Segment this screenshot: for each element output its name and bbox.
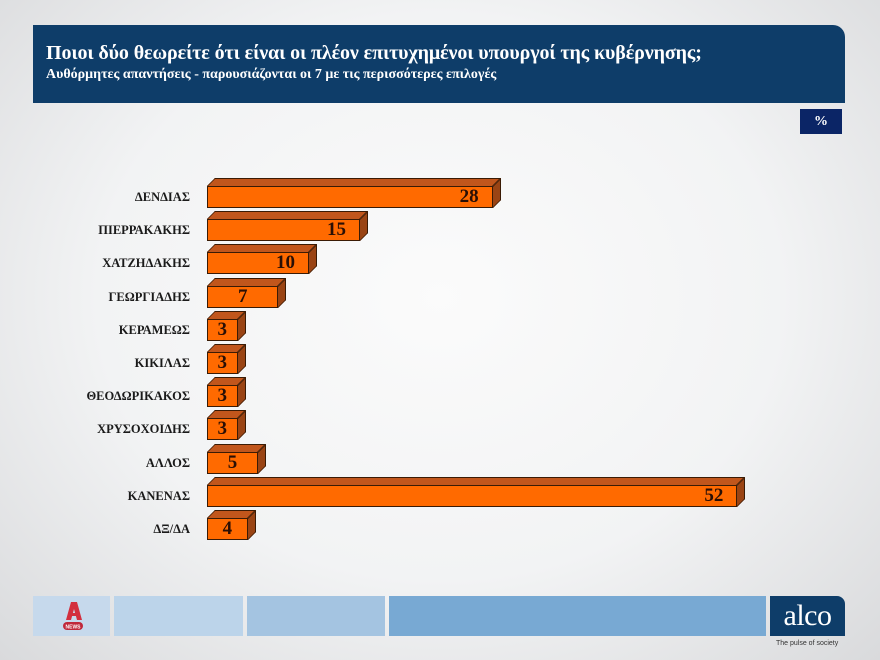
value-label: 3	[217, 385, 228, 407]
footer-tile	[389, 596, 766, 636]
bar: 52	[207, 476, 746, 507]
chart-row: ΚΕΡΑΜΕΩΣ 3	[0, 310, 880, 347]
value-label: 5	[227, 451, 238, 473]
chart-row: ΚΑΝΕΝΑΣ 52	[0, 476, 880, 513]
category-label: ΓΕΩΡΓΙΑΔΗΣ	[108, 289, 190, 304]
chart-header: Ποιοι δύο θεωρείτε ότι είναι οι πλέον επ…	[33, 25, 845, 103]
chart-row: ΔΕΝΔΙΑΣ 28	[0, 178, 880, 214]
alpha-news-logo-icon: NEWS	[63, 602, 83, 630]
category-label: ΧΑΤΖΗΔΑΚΗΣ	[102, 256, 190, 271]
value-label: 3	[217, 318, 228, 340]
bar: 15	[207, 211, 368, 242]
category-label: ΧΡΥΣΟΧΟΙΔΗΣ	[97, 422, 190, 437]
value-label: 15	[327, 219, 346, 241]
value-label: 28	[459, 186, 479, 207]
category-label: ΘΕΟΔΩΡΙΚΑΚΟΣ	[86, 389, 190, 404]
unit-badge: %	[800, 109, 842, 134]
svg-text:NEWS: NEWS	[66, 624, 82, 630]
footer-tile	[247, 596, 385, 636]
chart-row: ΠΙΕΡΡΑΚΑΚΗΣ 15	[0, 211, 880, 247]
bar-chart: ΔΕΝΔΙΑΣ 28 ΠΙΕΡΡΑΚΑΚΗΣ 15 ΧΑΤΖΗΔΑΚΗΣ 10 ΓΕΩΡΓΙ…	[0, 178, 880, 546]
category-label: ΔΞ/ΔΑ	[153, 522, 190, 536]
value-label: 4	[222, 518, 233, 539]
value-label: 52	[704, 484, 724, 506]
bar: 3	[207, 344, 246, 374]
alco-logo: alco	[770, 596, 845, 636]
chart-row: ΧΡΥΣΟΧΟΙΔΗΣ 3	[0, 410, 880, 446]
bar: 3	[207, 410, 246, 441]
chart-row: ΔΞ/ΔΑ 4	[0, 510, 880, 546]
footer-tile	[114, 596, 243, 636]
category-label: ΔΕΝΔΙΑΣ	[134, 190, 190, 204]
chart-row: ΧΑΤΖΗΔΑΚΗΣ 10	[0, 244, 880, 280]
chart-row: ΚΙΚΙΛΑΣ 3	[0, 344, 880, 380]
bar: 10	[207, 244, 317, 275]
bar: 3	[207, 310, 246, 341]
chart-title: Ποιοι δύο θεωρείτε ότι είναι οι πλέον επ…	[46, 42, 702, 64]
value-label: 10	[276, 252, 295, 274]
chart-subtitle: Αυθόρμητες απαντήσεις - παρουσιάζονται ο…	[46, 67, 497, 82]
chart-row: ΓΕΩΡΓΙΑΔΗΣ 7	[0, 277, 880, 314]
chart-row: ΘΕΟΔΩΡΙΚΑΚΟΣ 3	[0, 377, 880, 413]
chart-row: ΑΛΛΟΣ 5	[0, 443, 880, 480]
bar: 5	[207, 443, 266, 474]
bar: 3	[207, 377, 246, 408]
category-label: ΚΕΡΑΜΕΩΣ	[118, 322, 190, 337]
value-label: 3	[217, 352, 228, 373]
category-label: ΠΙΕΡΡΑΚΑΚΗΣ	[98, 223, 190, 238]
category-label: ΚΙΚΙΛΑΣ	[134, 356, 190, 370]
bar: 7	[207, 277, 287, 308]
bar: 28	[207, 178, 501, 208]
alco-tagline: The pulse of society	[776, 640, 839, 647]
bar: 4	[207, 510, 256, 540]
category-label: ΑΛΛΟΣ	[145, 455, 190, 470]
category-label: ΚΑΝΕΝΑΣ	[127, 488, 190, 503]
value-label: 7	[237, 285, 248, 307]
value-label: 3	[217, 418, 228, 440]
